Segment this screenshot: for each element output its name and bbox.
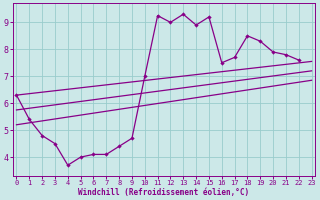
- X-axis label: Windchill (Refroidissement éolien,°C): Windchill (Refroidissement éolien,°C): [78, 188, 250, 197]
